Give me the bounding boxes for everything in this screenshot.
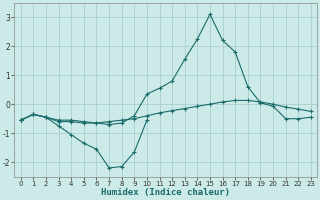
X-axis label: Humidex (Indice chaleur): Humidex (Indice chaleur)	[101, 188, 230, 197]
